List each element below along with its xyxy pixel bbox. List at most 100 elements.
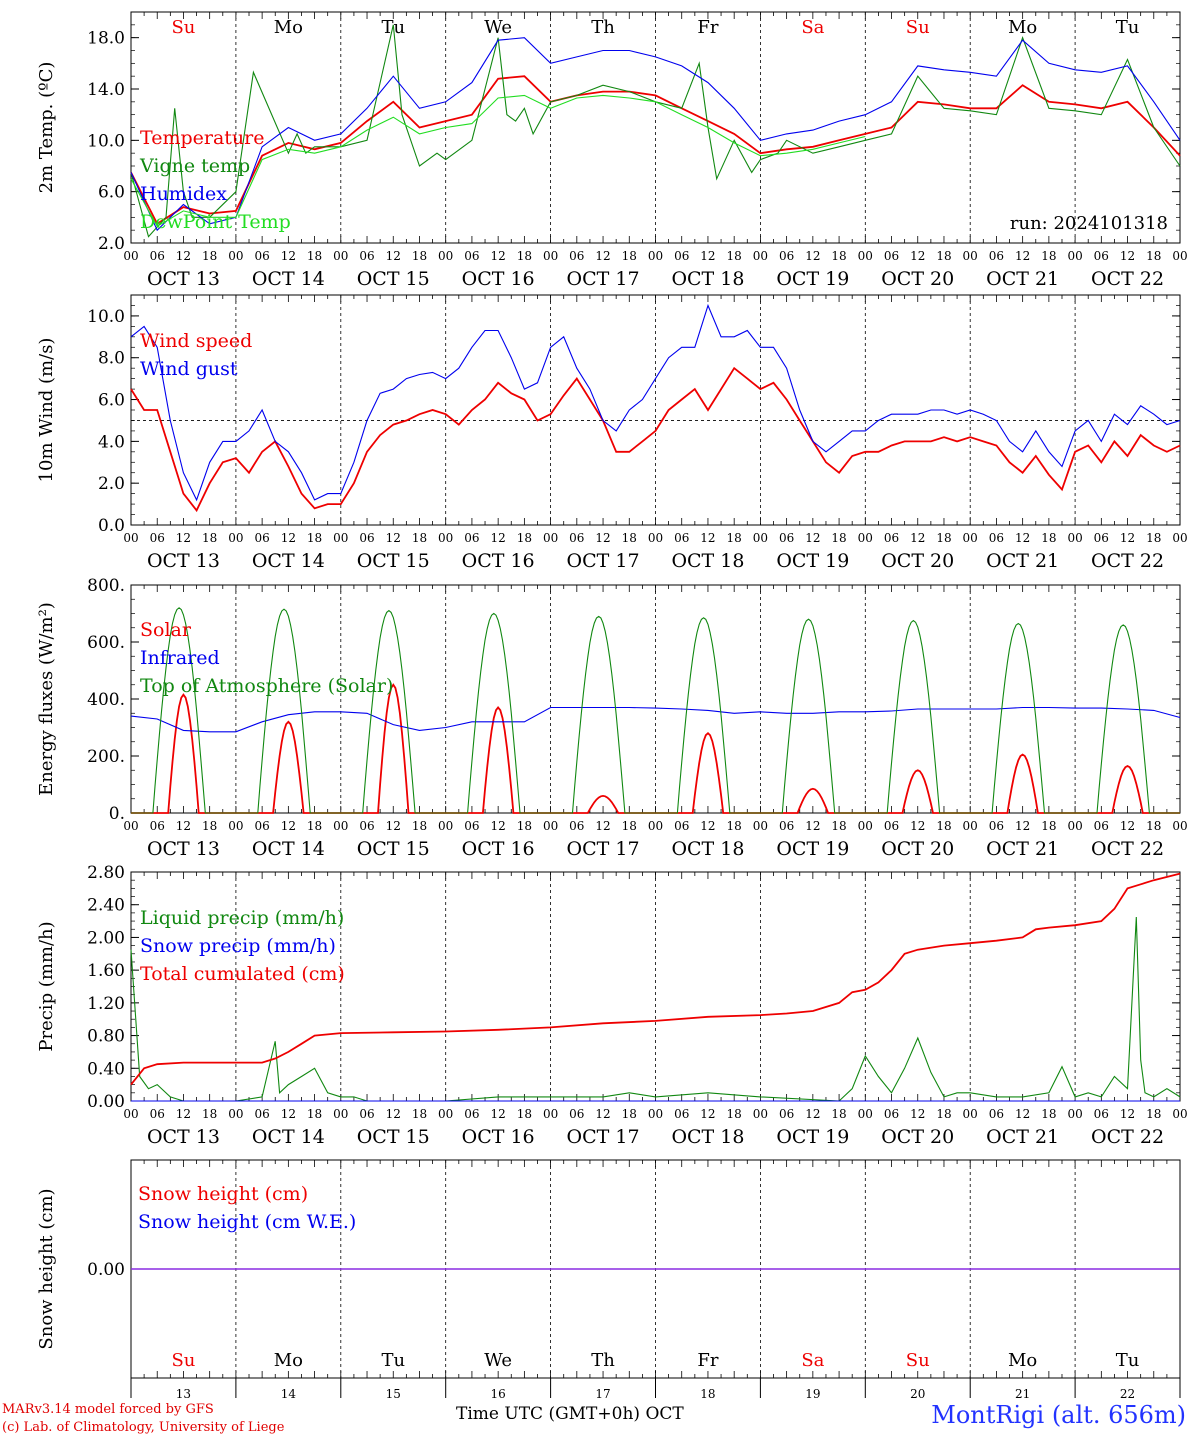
date-label: OCT 22 xyxy=(1091,838,1164,860)
hour-label: 06 xyxy=(150,249,165,263)
hour-label: 06 xyxy=(989,819,1004,833)
weekday-label: Tu xyxy=(1116,1350,1140,1371)
y-tick-label: 8.0 xyxy=(98,349,125,369)
weekday-label: Fr xyxy=(697,17,718,38)
hour-label: 00 xyxy=(648,1107,663,1121)
hour-label: 06 xyxy=(150,1107,165,1121)
day-number-label: 19 xyxy=(805,1387,820,1401)
hour-label: 00 xyxy=(123,249,138,263)
date-label: OCT 18 xyxy=(671,838,744,860)
hour-label: 06 xyxy=(779,819,794,833)
hour-label: 06 xyxy=(1094,249,1109,263)
hour-label: 06 xyxy=(254,531,269,545)
temperature-series-humidex xyxy=(130,37,1181,232)
date-label: OCT 15 xyxy=(357,1126,430,1148)
energy-panel: 0. 200. 400. 600. 800. Energy fluxes (W/m²) So… xyxy=(36,576,1188,860)
hour-label: 12 xyxy=(595,819,610,833)
hour-label: 18 xyxy=(202,249,217,263)
hour-label: 06 xyxy=(359,819,374,833)
date-label: OCT 19 xyxy=(776,268,849,290)
date-label: OCT 13 xyxy=(147,550,220,572)
hour-label: 00 xyxy=(753,531,768,545)
hour-label: 00 xyxy=(1172,249,1187,263)
y-tick-label: 0.40 xyxy=(87,1059,125,1079)
date-label: OCT 19 xyxy=(776,550,849,572)
hour-label: 00 xyxy=(1172,819,1187,833)
hour-label: 12 xyxy=(910,819,925,833)
y-tick-label: 2.0 xyxy=(98,234,125,254)
y-tick-label: 0.80 xyxy=(87,1027,125,1047)
hour-label: 12 xyxy=(281,249,296,263)
hour-label: 12 xyxy=(595,1107,610,1121)
precip-panel: 0.00 0.40 0.80 1.20 1.60 2.00 2.40 2.80 Precip (… xyxy=(36,863,1188,1148)
weekday-label: Th xyxy=(591,1350,615,1371)
hour-label: 18 xyxy=(202,819,217,833)
date-label: OCT 14 xyxy=(252,1126,325,1148)
weekday-label: Th xyxy=(591,17,615,38)
hour-label: 06 xyxy=(359,249,374,263)
y-tick-label: 6.0 xyxy=(98,183,125,203)
hour-label: 06 xyxy=(779,249,794,263)
hour-label: 18 xyxy=(517,531,532,545)
date-label: OCT 15 xyxy=(357,268,430,290)
hour-label: 00 xyxy=(963,249,978,263)
hour-label: 00 xyxy=(333,819,348,833)
day-number-label: 14 xyxy=(281,1387,297,1401)
hour-label: 06 xyxy=(359,531,374,545)
hour-label: 12 xyxy=(491,1107,506,1121)
legend-wind-speed: Wind speed xyxy=(140,330,252,352)
hour-label: 18 xyxy=(1146,531,1161,545)
x-axis-title: Time UTC (GMT+0h) OCT xyxy=(456,1404,684,1424)
hour-label: 00 xyxy=(228,819,243,833)
hour-label: 12 xyxy=(1015,1107,1030,1121)
date-label: OCT 22 xyxy=(1091,1126,1164,1148)
hour-label: 18 xyxy=(727,531,742,545)
y-tick-label: 0.0 xyxy=(98,516,125,536)
hour-label: 06 xyxy=(1094,1107,1109,1121)
hour-label: 06 xyxy=(254,819,269,833)
y-tick-label: 4.0 xyxy=(98,432,125,452)
hour-label: 06 xyxy=(989,249,1004,263)
temperature-series-vigne-temp xyxy=(130,24,1181,238)
y-tick-label: 1.20 xyxy=(87,994,125,1014)
hour-label: 06 xyxy=(779,1107,794,1121)
hour-label: 18 xyxy=(307,819,322,833)
hour-label: 00 xyxy=(753,249,768,263)
weekday-label: Fr xyxy=(697,1350,718,1371)
weekday-label: Su xyxy=(906,1350,930,1371)
hour-label: 12 xyxy=(386,1107,401,1121)
date-label: OCT 21 xyxy=(986,268,1059,290)
hour-label: 00 xyxy=(543,531,558,545)
wind-series-wind-speed xyxy=(130,366,1181,513)
wind-y-axis-title: 10m Wind (m/s) xyxy=(36,338,57,483)
legend-snow-height-cm-: Snow height (cm) xyxy=(138,1183,308,1205)
hour-label: 00 xyxy=(963,1107,978,1121)
hour-label: 06 xyxy=(464,249,479,263)
weekday-label: We xyxy=(484,17,512,38)
date-label: OCT 21 xyxy=(986,550,1059,572)
date-label: OCT 19 xyxy=(776,838,849,860)
hour-label: 18 xyxy=(1041,1107,1056,1121)
hour-label: 00 xyxy=(858,1107,873,1121)
hour-label: 18 xyxy=(727,819,742,833)
y-tick-label: 18.0 xyxy=(87,29,125,49)
hour-label: 12 xyxy=(491,819,506,833)
y-tick-label: 2.00 xyxy=(87,928,125,948)
y-tick-label: 400. xyxy=(87,690,125,710)
hour-label: 18 xyxy=(412,531,427,545)
date-label: OCT 20 xyxy=(881,1126,954,1148)
weekday-label: Mo xyxy=(1008,1350,1037,1371)
y-tick-label: 0.00 xyxy=(87,1092,125,1112)
hour-label: 12 xyxy=(1015,819,1030,833)
date-label: OCT 14 xyxy=(252,838,325,860)
day-number-label: 21 xyxy=(1015,1387,1030,1401)
date-label: OCT 15 xyxy=(357,838,430,860)
hour-label: 06 xyxy=(884,531,899,545)
y-tick-label: 2.40 xyxy=(87,896,125,916)
hour-label: 18 xyxy=(622,1107,637,1121)
hour-label: 00 xyxy=(543,1107,558,1121)
date-label: OCT 13 xyxy=(147,1126,220,1148)
hour-label: 12 xyxy=(595,531,610,545)
hour-label: 00 xyxy=(123,819,138,833)
